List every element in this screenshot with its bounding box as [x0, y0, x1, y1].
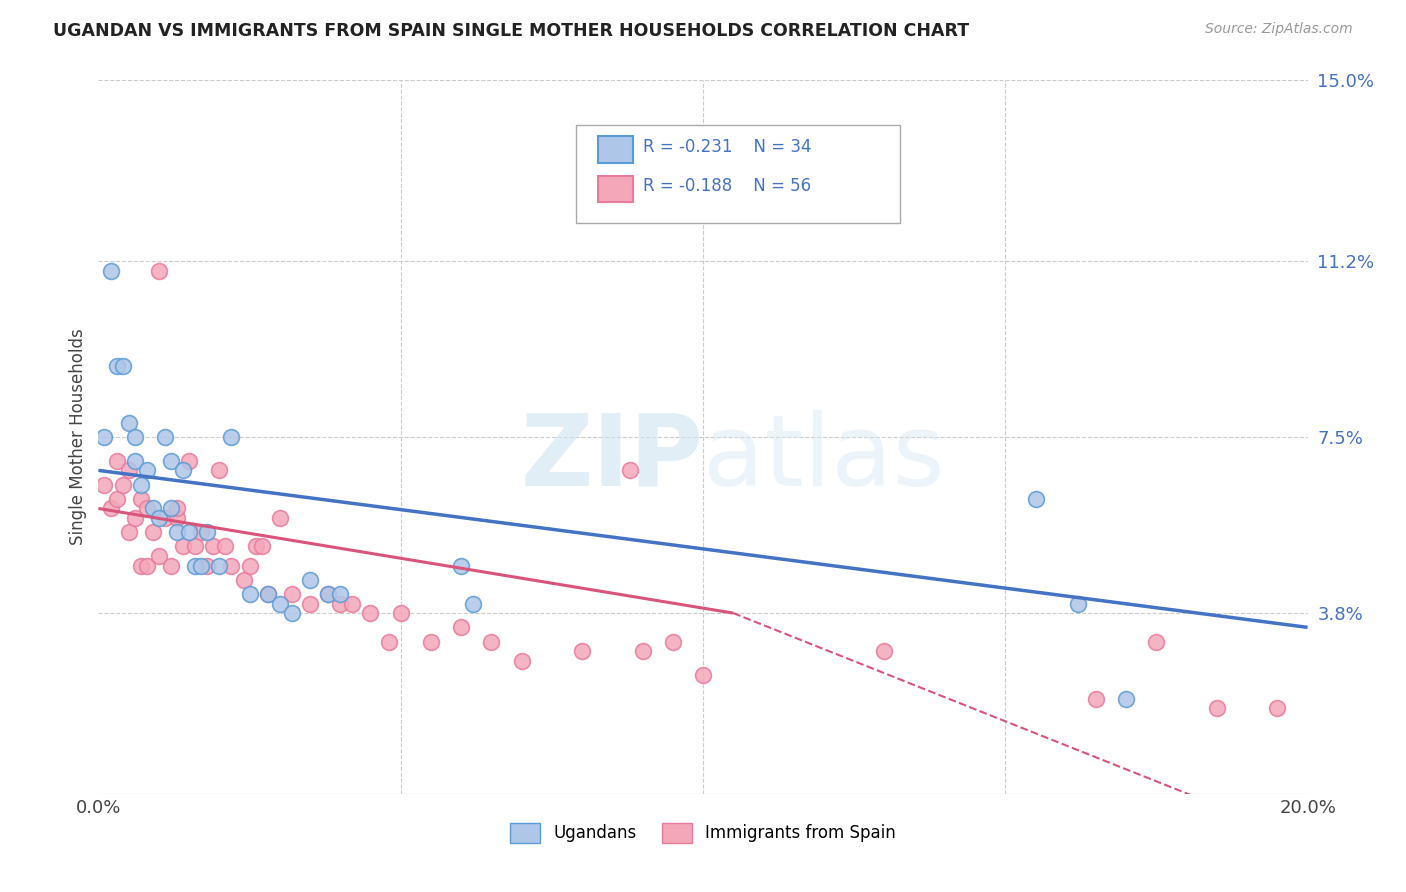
Point	[1206, 701, 1229, 715]
Point	[195, 525, 218, 540]
Point	[873, 644, 896, 658]
Point	[124, 430, 146, 444]
Point	[135, 463, 157, 477]
Point	[179, 525, 201, 540]
Point	[463, 597, 485, 611]
Point	[239, 587, 262, 601]
Point	[148, 511, 170, 525]
Y-axis label: Single Mother Households: Single Mother Households	[69, 329, 87, 545]
Point	[342, 597, 364, 611]
Point	[105, 491, 128, 506]
Point	[329, 597, 352, 611]
Point	[329, 587, 352, 601]
Point	[160, 558, 183, 573]
Point	[299, 573, 322, 587]
Point	[111, 477, 134, 491]
Text: Source: ZipAtlas.com: Source: ZipAtlas.com	[1205, 22, 1353, 37]
Text: UGANDAN VS IMMIGRANTS FROM SPAIN SINGLE MOTHER HOUSEHOLDS CORRELATION CHART: UGANDAN VS IMMIGRANTS FROM SPAIN SINGLE …	[53, 22, 970, 40]
Point	[256, 587, 278, 601]
Point	[179, 454, 201, 468]
Point	[481, 634, 503, 648]
Text: R = -0.188    N = 56: R = -0.188 N = 56	[643, 178, 811, 195]
Point	[450, 620, 472, 634]
Point	[129, 477, 152, 491]
Point	[281, 606, 304, 620]
Point	[281, 587, 304, 601]
Point	[195, 558, 218, 573]
Point	[1267, 701, 1289, 715]
Point	[245, 540, 267, 554]
Point	[214, 540, 236, 554]
Legend: Ugandans, Immigrants from Spain: Ugandans, Immigrants from Spain	[503, 816, 903, 850]
Point	[190, 558, 212, 573]
Point	[1024, 491, 1046, 506]
Point	[118, 525, 141, 540]
Point	[129, 491, 152, 506]
Point	[148, 549, 170, 563]
Text: R = -0.231    N = 34: R = -0.231 N = 34	[643, 138, 811, 156]
Point	[172, 463, 194, 477]
Point	[100, 501, 122, 516]
Text: ZIP: ZIP	[520, 410, 703, 507]
Point	[269, 511, 291, 525]
Point	[389, 606, 412, 620]
Point	[510, 654, 533, 668]
Point	[221, 430, 243, 444]
Point	[377, 634, 399, 648]
Point	[239, 558, 262, 573]
Point	[105, 454, 128, 468]
Point	[1115, 691, 1137, 706]
Point	[148, 263, 170, 277]
Point	[93, 430, 115, 444]
Point	[202, 540, 225, 554]
Point	[250, 540, 273, 554]
Point	[619, 463, 641, 477]
Point	[316, 587, 339, 601]
Point	[208, 558, 231, 573]
Point	[153, 430, 176, 444]
Point	[571, 644, 593, 658]
Point	[184, 540, 207, 554]
Point	[692, 668, 714, 682]
Point	[166, 511, 188, 525]
Point	[1085, 691, 1108, 706]
Point	[316, 587, 339, 601]
Point	[142, 501, 165, 516]
Point	[105, 359, 128, 373]
Point	[166, 525, 188, 540]
Point	[1144, 634, 1167, 648]
Point	[1067, 597, 1090, 611]
Point	[124, 454, 146, 468]
Point	[661, 634, 683, 648]
Point	[160, 454, 183, 468]
Point	[135, 558, 157, 573]
Point	[124, 511, 146, 525]
Point	[118, 463, 141, 477]
Point	[153, 511, 176, 525]
Point	[269, 597, 291, 611]
Point	[221, 558, 243, 573]
Point	[360, 606, 382, 620]
Point	[450, 558, 472, 573]
Point	[190, 525, 212, 540]
Point	[631, 644, 654, 658]
Point	[420, 634, 443, 648]
Point	[111, 359, 134, 373]
Point	[129, 558, 152, 573]
Point	[160, 501, 183, 516]
Point	[142, 525, 165, 540]
Point	[256, 587, 278, 601]
Point	[118, 416, 141, 430]
Point	[208, 463, 231, 477]
Point	[232, 573, 254, 587]
Point	[172, 540, 194, 554]
Point	[100, 263, 122, 277]
Point	[93, 477, 115, 491]
Point	[166, 501, 188, 516]
Text: atlas: atlas	[703, 410, 945, 507]
Point	[299, 597, 322, 611]
Point	[184, 558, 207, 573]
Point	[135, 501, 157, 516]
